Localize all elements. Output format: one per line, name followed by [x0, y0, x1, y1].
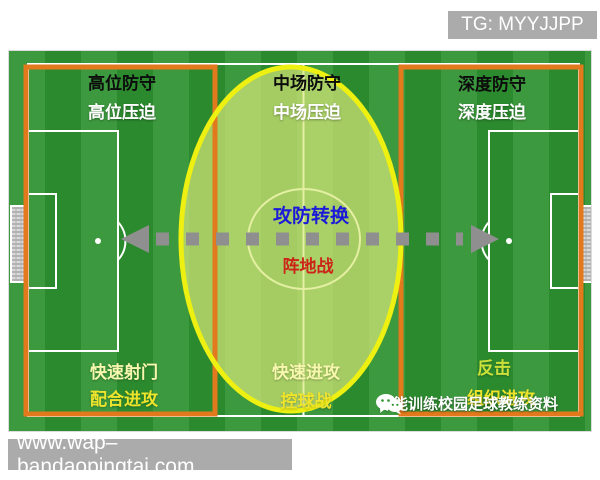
wechat-icon	[376, 394, 403, 415]
goal-area-right	[550, 193, 580, 289]
penalty-area-left	[27, 130, 119, 352]
midfield-ellipse-fill	[181, 67, 401, 411]
zone-label-organized-attack: 组织进攻	[467, 389, 535, 409]
penalty-area-right	[488, 130, 580, 352]
zone-label-counter: 反击	[477, 359, 511, 379]
center-label-transition: 攻防转换	[272, 205, 349, 227]
url-watermark: www.wap–bandaopingtai.com	[8, 431, 292, 478]
penalty-arc-left	[117, 221, 127, 261]
zone-label-quick-attack: 快速进攻	[272, 363, 340, 383]
zone-label-mid-defense: 中场防守	[273, 74, 341, 94]
goal-area-left	[27, 193, 57, 289]
center-label-positional: 阵地战	[282, 257, 334, 277]
arrow-left-icon	[121, 225, 149, 253]
zone-label-deep-defense: 深度防守	[458, 75, 526, 95]
zone-label-combined-attack: 配合进攻	[90, 390, 158, 410]
penalty-spot-left	[95, 238, 101, 244]
zone-label-high-press: 高位压迫	[88, 103, 156, 123]
zone-label-mid-press: 中场压迫	[273, 103, 341, 123]
zone-label-possession: 控球战	[280, 392, 332, 412]
pitch-graphics	[10, 63, 591, 417]
watermark-text: 体能训练校园足球教练资料	[378, 395, 559, 413]
penalty-spot-right	[506, 238, 512, 244]
wechat-watermark: 体能训练校园足球教练资料	[375, 393, 559, 415]
zone-rect-left	[23, 64, 218, 417]
zone-label-high-defense: 高位防守	[88, 74, 156, 94]
zone-label-deep-press: 深度压迫	[458, 103, 526, 123]
pitch-diagram: 高位防守 高位压迫 中场防守 中场压迫 深度防守 深度压迫 攻防转换 阵地战 快…	[8, 50, 592, 432]
zone-label-quick-shot: 快速射门	[90, 363, 158, 383]
telegram-badge: TG: MYYJJPP	[448, 11, 597, 39]
arrow-right-icon	[471, 225, 499, 253]
